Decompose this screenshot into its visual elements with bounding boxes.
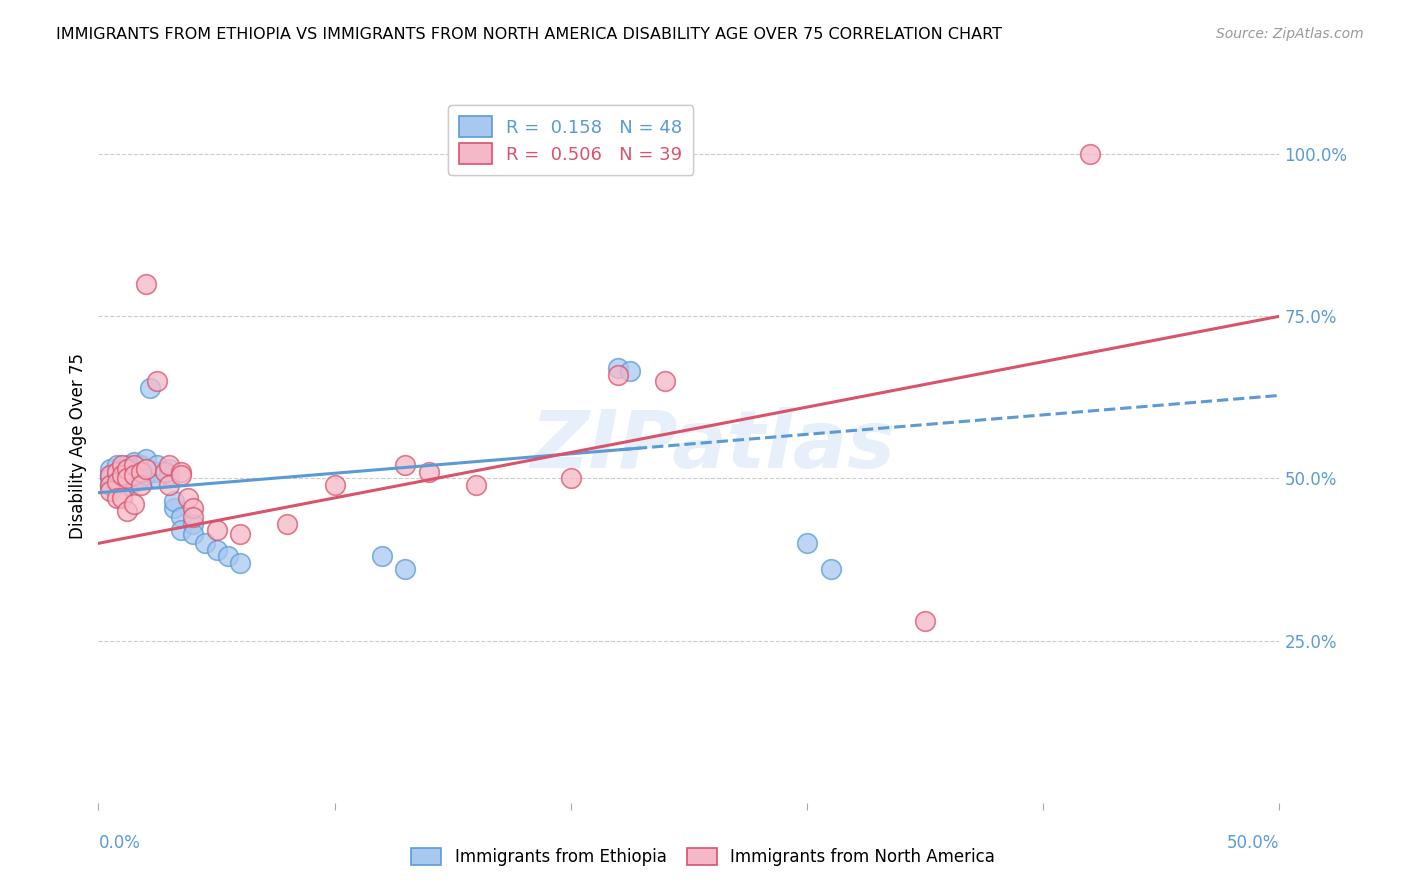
Point: [122, 455, 145, 469]
Point: [122, 468, 145, 483]
Point: [139, 381, 162, 395]
Point: [129, 465, 152, 479]
Point: [111, 471, 134, 485]
Point: [111, 468, 134, 483]
Point: [1080, 147, 1102, 161]
Point: [560, 471, 582, 485]
Point: [394, 458, 416, 473]
Point: [371, 549, 394, 564]
Point: [170, 524, 193, 538]
Point: [146, 465, 169, 479]
Point: [153, 465, 176, 479]
Point: [229, 556, 252, 570]
Y-axis label: Disability Age Over 75: Disability Age Over 75: [69, 353, 87, 539]
Point: [111, 458, 134, 473]
Point: [115, 504, 138, 518]
Point: [129, 471, 152, 485]
Point: [105, 475, 128, 489]
Point: [276, 516, 298, 531]
Point: [146, 471, 169, 485]
Point: [98, 468, 121, 483]
Point: [111, 461, 134, 475]
Point: [105, 491, 128, 505]
Point: [122, 475, 145, 489]
Point: [163, 500, 186, 515]
Point: [163, 494, 186, 508]
Text: IMMIGRANTS FROM ETHIOPIA VS IMMIGRANTS FROM NORTH AMERICA DISABILITY AGE OVER 75: IMMIGRANTS FROM ETHIOPIA VS IMMIGRANTS F…: [56, 27, 1002, 42]
Point: [111, 475, 134, 489]
Point: [157, 461, 180, 475]
Point: [122, 468, 145, 483]
Point: [111, 491, 134, 505]
Point: [146, 458, 169, 473]
Point: [654, 374, 676, 388]
Point: [157, 458, 180, 473]
Point: [115, 471, 138, 485]
Point: [105, 465, 128, 479]
Point: [135, 461, 157, 475]
Point: [98, 478, 121, 492]
Point: [394, 562, 416, 576]
Point: [98, 478, 121, 492]
Point: [135, 277, 157, 291]
Point: [111, 465, 134, 479]
Point: [229, 526, 252, 541]
Point: [129, 465, 152, 479]
Point: [181, 510, 204, 524]
Point: [146, 374, 169, 388]
Point: [105, 458, 128, 473]
Point: [205, 524, 228, 538]
Point: [181, 500, 204, 515]
Point: [105, 465, 128, 479]
Point: [98, 471, 121, 485]
Point: [323, 478, 346, 492]
Point: [135, 468, 157, 483]
Point: [157, 468, 180, 483]
Text: Source: ZipAtlas.com: Source: ZipAtlas.com: [1216, 27, 1364, 41]
Point: [129, 458, 152, 473]
Point: [914, 614, 936, 628]
Point: [796, 536, 818, 550]
Text: ZIPatlas: ZIPatlas: [530, 407, 896, 485]
Point: [217, 549, 239, 564]
Point: [157, 478, 180, 492]
Point: [98, 468, 121, 483]
Point: [122, 458, 145, 473]
Point: [181, 516, 204, 531]
Point: [115, 461, 138, 475]
Point: [105, 468, 128, 483]
Point: [170, 468, 193, 483]
Point: [418, 465, 440, 479]
Point: [181, 526, 204, 541]
Point: [115, 458, 138, 473]
Point: [820, 562, 842, 576]
Point: [115, 471, 138, 485]
Point: [170, 465, 193, 479]
Point: [105, 475, 128, 489]
Point: [98, 461, 121, 475]
Text: 50.0%: 50.0%: [1227, 834, 1279, 852]
Point: [205, 542, 228, 557]
Point: [607, 361, 630, 376]
Point: [122, 461, 145, 475]
Point: [177, 491, 200, 505]
Legend: Immigrants from Ethiopia, Immigrants from North America: Immigrants from Ethiopia, Immigrants fro…: [404, 840, 1002, 875]
Point: [115, 465, 138, 479]
Point: [619, 364, 641, 378]
Point: [135, 452, 157, 467]
Point: [607, 368, 630, 382]
Point: [122, 497, 145, 511]
Legend: R =  0.158   N = 48, R =  0.506   N = 39: R = 0.158 N = 48, R = 0.506 N = 39: [449, 105, 693, 175]
Point: [98, 484, 121, 499]
Text: 0.0%: 0.0%: [98, 834, 141, 852]
Point: [465, 478, 488, 492]
Point: [129, 478, 152, 492]
Point: [115, 478, 138, 492]
Point: [194, 536, 217, 550]
Point: [170, 510, 193, 524]
Point: [135, 461, 157, 475]
